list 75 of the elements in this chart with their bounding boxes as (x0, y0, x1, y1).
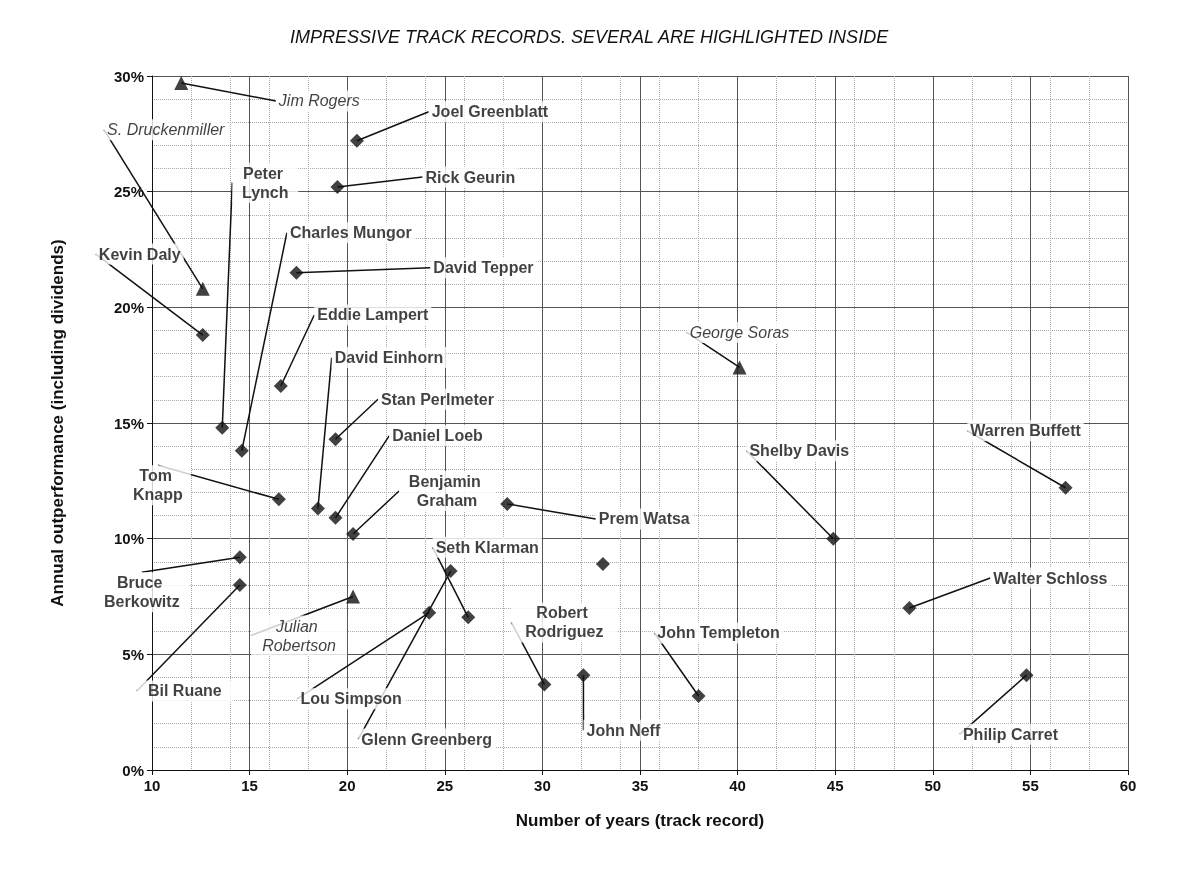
annotation: Robert Rodriguez (525, 604, 604, 641)
x-tick-label: 15 (241, 777, 258, 794)
y-tick-label: 5% (122, 645, 144, 663)
annotation: Lou Simpson (300, 690, 402, 708)
x-tick-label: 45 (826, 777, 844, 794)
annotation: Rick Geurin (425, 168, 516, 186)
y-tick-label: 20% (113, 298, 144, 316)
annotation: Eddie Lampert (317, 306, 430, 324)
y-tick-label: 15% (113, 414, 144, 432)
annotation: Philip Carret (962, 725, 1059, 743)
x-tick-label: 55 (1022, 777, 1039, 794)
annotation: Bil Ruane (147, 682, 222, 700)
annotation: David Tepper (433, 259, 534, 277)
point (289, 265, 304, 280)
point (271, 492, 286, 507)
x-tick-label: 60 (1119, 777, 1137, 794)
y-axis-title: Annual outperformance (including dividends) (47, 239, 67, 607)
annotation: Charles Mungor (289, 224, 412, 242)
annotation: Daniel Loeb (392, 427, 484, 445)
annotation: Kevin Daly (98, 245, 181, 263)
x-tick-label: 50 (924, 777, 942, 794)
annotation: George Soras (689, 323, 790, 341)
x-tick-label: 40 (729, 777, 746, 794)
text: IMPRESSIVE TRACK RECORDS. SEVERAL ARE HIGHLIGHTED INSIDE (290, 27, 890, 47)
annotation: Shelby Davis (749, 442, 850, 460)
annotation: S. Druckenmiller (107, 121, 226, 139)
point (826, 531, 841, 546)
point (902, 601, 917, 616)
x-tick-label: 25 (436, 777, 454, 794)
annotation: Stan Perlmeter (381, 390, 494, 408)
point (273, 378, 288, 393)
x-tick-label: 35 (631, 777, 649, 794)
point (1019, 668, 1034, 683)
annotation: Prem Watsa (598, 510, 690, 528)
point (330, 180, 345, 195)
point (346, 527, 361, 542)
annotation: John Neff (586, 721, 661, 739)
point (349, 133, 364, 148)
point (174, 75, 189, 90)
point (232, 550, 247, 565)
annotation: Seth Klarman (435, 538, 539, 556)
x-axis-title: Number of years (track record) (515, 810, 765, 830)
annotation: Jim Rogers (277, 92, 360, 110)
annotation: Benjamin Graham (408, 473, 486, 510)
y-tick-label: 25% (113, 183, 144, 201)
annotation: Peter Lynch (242, 164, 289, 201)
y-tick-label: 30% (113, 67, 144, 85)
annotation: Walter Schloss (993, 569, 1108, 587)
point (461, 610, 476, 625)
point (215, 420, 230, 435)
y-tick-label: 10% (113, 530, 144, 548)
point (195, 281, 210, 296)
annotation: Tom Knapp (132, 467, 183, 504)
point (232, 577, 247, 592)
annotation: John Templeton (657, 624, 780, 642)
annotation: Warren Buffett (970, 422, 1082, 440)
x-tick-label: 30 (534, 777, 551, 794)
annotation: Joel Greenblatt (431, 103, 549, 121)
point (595, 557, 610, 572)
point (500, 496, 515, 511)
annotation: Glenn Greenberg (361, 730, 493, 748)
x-tick-label: 20 (338, 777, 356, 794)
annotation: David Einhorn (334, 349, 444, 367)
point (328, 510, 343, 525)
point (1058, 480, 1073, 495)
point (537, 677, 552, 692)
point (691, 688, 706, 703)
x-tick-label: 10 (143, 777, 161, 794)
point (195, 328, 210, 343)
point (346, 589, 361, 604)
annotation: Bruce Berkowitz (104, 574, 180, 611)
y-tick-label: 0% (122, 761, 144, 779)
point (576, 668, 591, 683)
annotation: Julian Robertson (262, 617, 337, 654)
point (328, 432, 343, 447)
